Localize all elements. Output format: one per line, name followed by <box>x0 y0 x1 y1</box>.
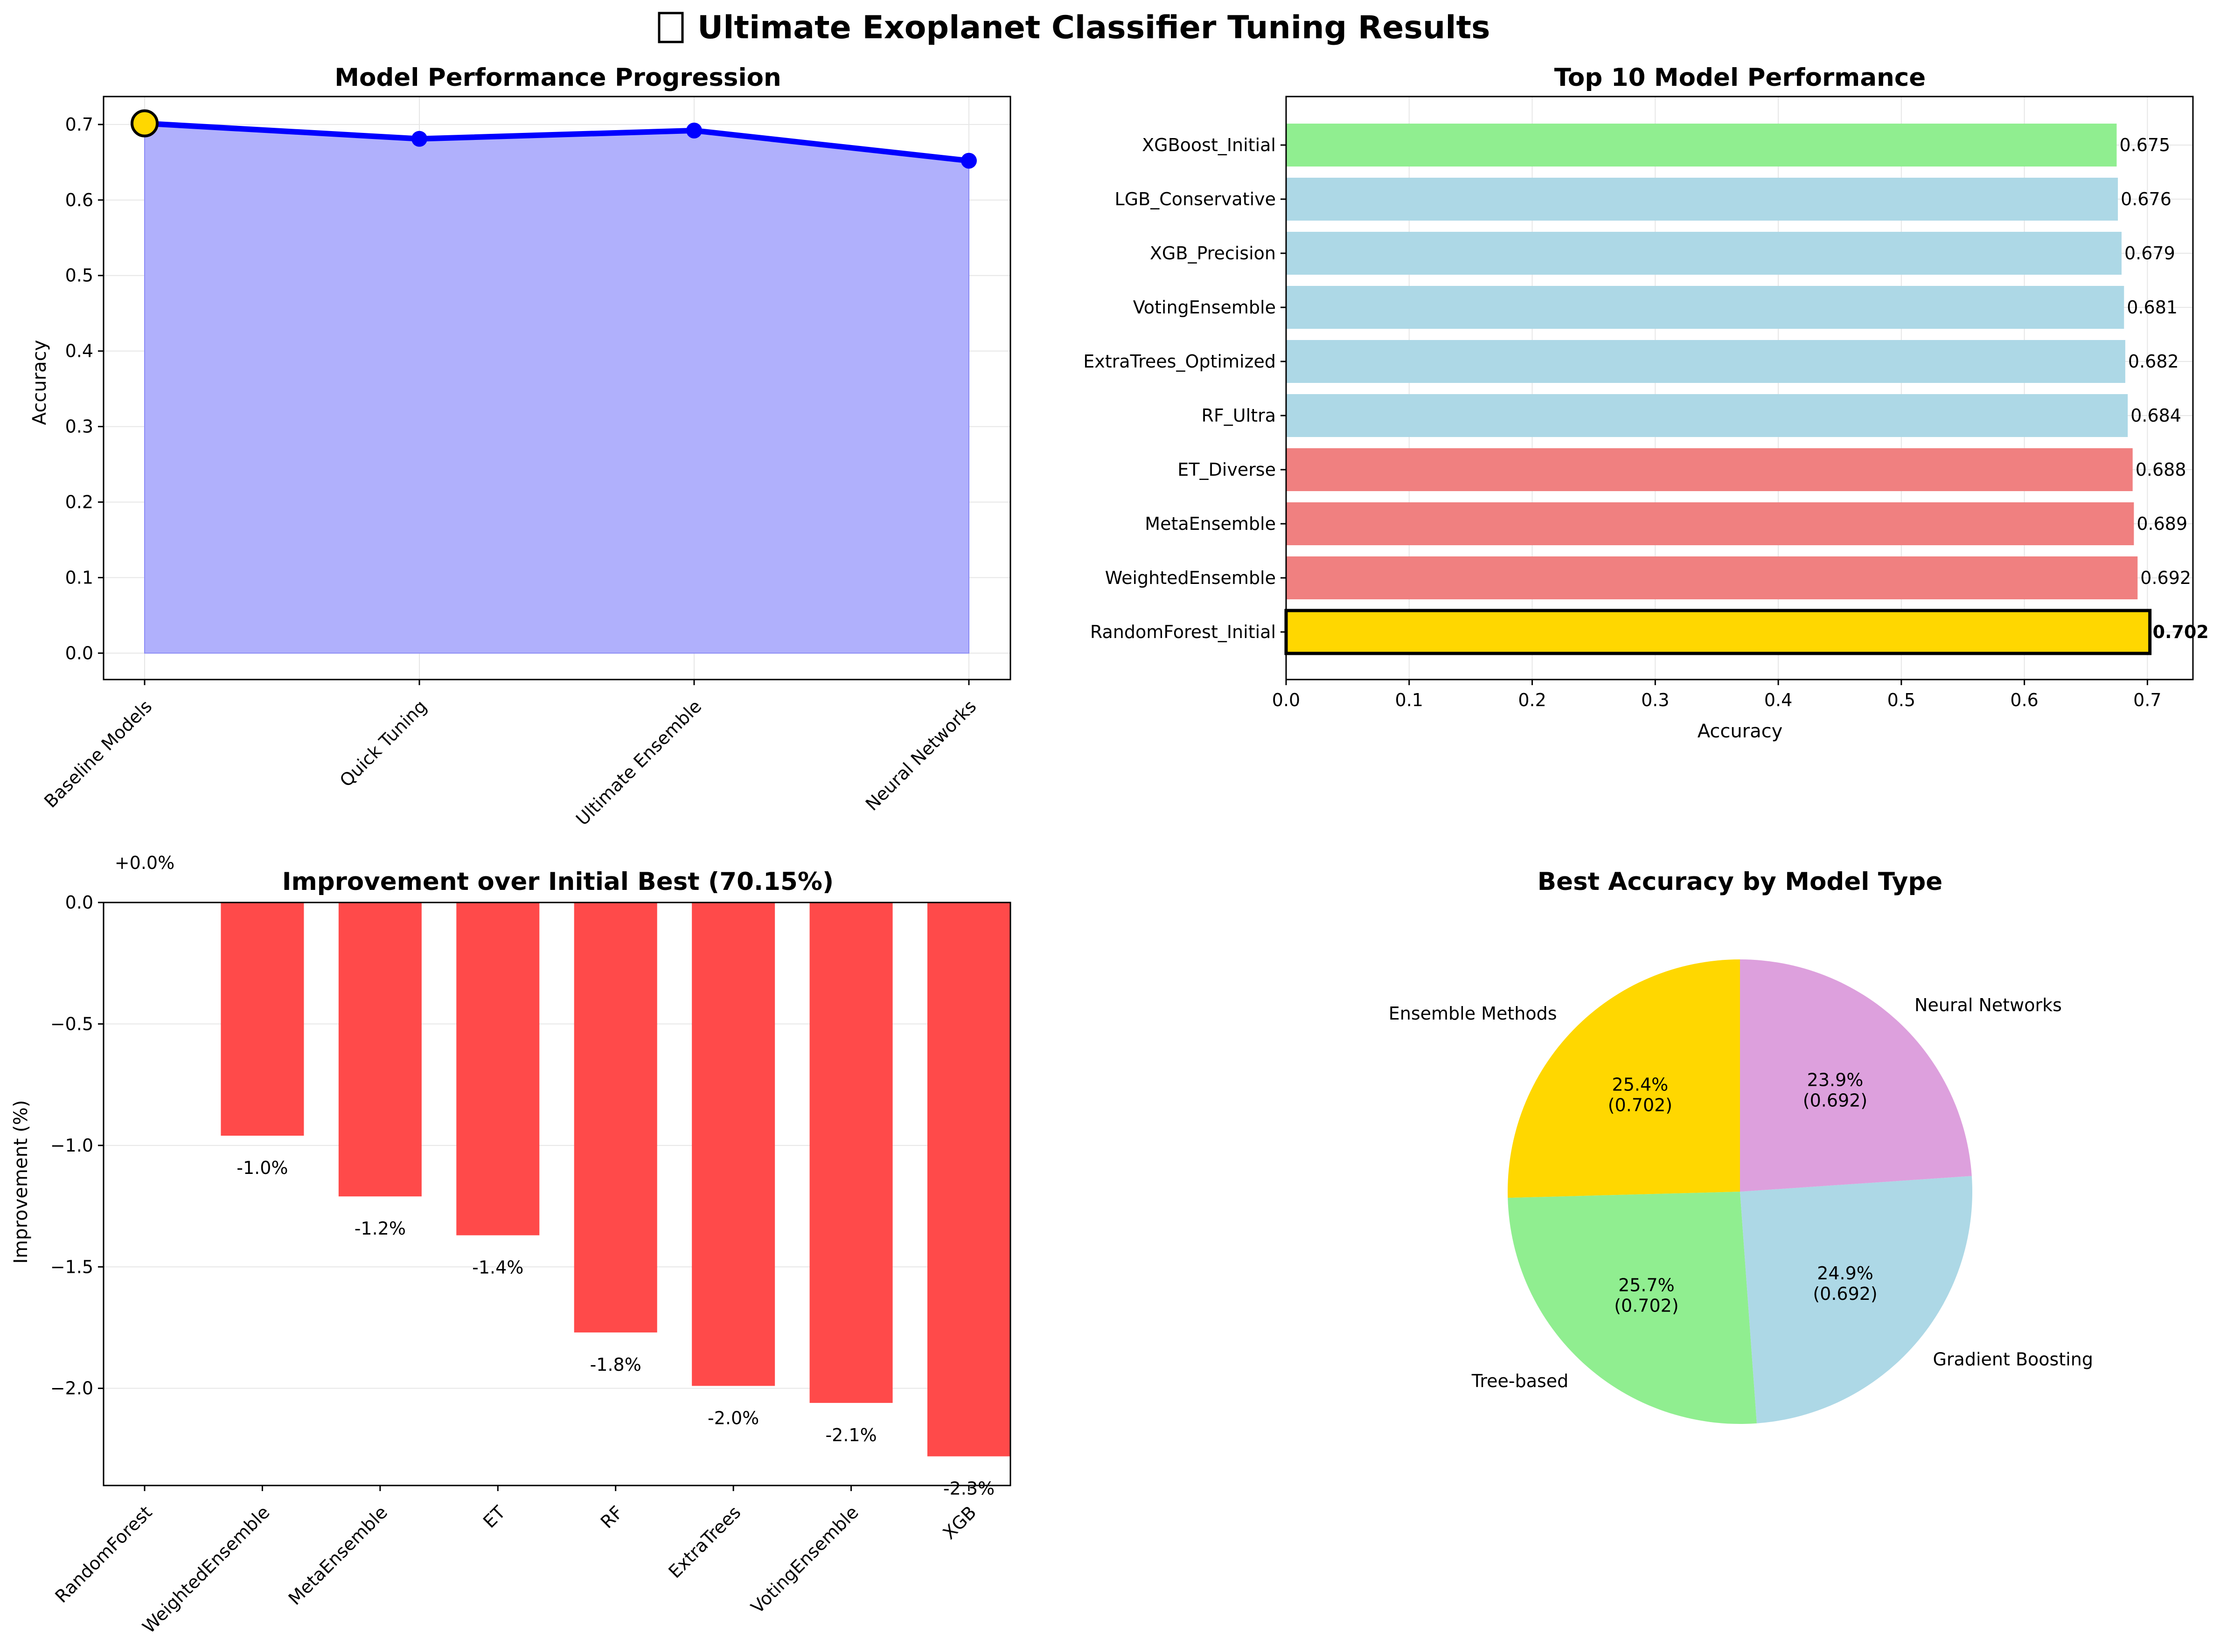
improvement-bar <box>692 902 775 1386</box>
figure-title-text: Ultimate Exoplanet Classifier Tuning Res… <box>697 9 1490 46</box>
pie-category-label: Ensemble Methods <box>1389 1003 1557 1024</box>
progression-point <box>961 153 977 169</box>
improvement-value-label: -1.2% <box>355 1218 406 1239</box>
improvement-ytick-label: −1.0 <box>50 1135 93 1156</box>
pie-title: Best Accuracy by Model Type <box>1538 868 1942 896</box>
top10-value-label: 0.675 <box>2119 135 2170 155</box>
top10-value-label: 0.682 <box>2128 351 2179 372</box>
top10-title: Top 10 Model Performance <box>1554 63 1926 92</box>
progression-fill-area <box>145 123 969 653</box>
progression-ytick-label: 0.4 <box>65 341 93 361</box>
pie-pct-label: 25.4% (0.702) <box>1608 1075 1672 1116</box>
top10-bar-best <box>1286 611 2150 653</box>
top10-value-label: 0.681 <box>2127 297 2178 318</box>
top10-ytick-label: ExtraTrees_Optimized <box>1083 351 1276 372</box>
top10-value-label: 0.676 <box>2121 189 2171 209</box>
improvement-bar <box>810 902 893 1403</box>
top10-xtick-label: 0.5 <box>1887 690 1915 710</box>
improvement-ylabel: Improvement (%) <box>10 1100 32 1263</box>
top10-value-label: 0.692 <box>2140 568 2191 588</box>
top10-bar <box>1286 502 2134 545</box>
improvement-ytick-label: 0.0 <box>65 892 93 913</box>
top10-xtick-label: 0.2 <box>1518 690 1546 710</box>
top10-value-label: 0.689 <box>2136 514 2187 534</box>
improvement-bar <box>927 902 1010 1457</box>
improvement-bar <box>456 902 539 1236</box>
top10-ytick-label: MetaEnsemble <box>1145 514 1276 534</box>
progression-ytick-label: 0.5 <box>65 265 93 286</box>
improvement-title: Improvement over Initial Best (70.15%) <box>282 868 834 896</box>
progression-ytick-label: 0.1 <box>65 567 93 588</box>
top10-bar <box>1286 178 2118 221</box>
top10-bar <box>1286 340 2125 383</box>
improvement-bar <box>339 902 422 1196</box>
pie-category-label: Gradient Boosting <box>1933 1349 2093 1369</box>
progression-point <box>686 123 702 139</box>
top10-bar <box>1286 556 2137 599</box>
top10-xtick-label: 0.4 <box>1764 690 1792 710</box>
top10-bar <box>1286 286 2124 329</box>
top10-ytick-label: RF_Ultra <box>1202 405 1276 426</box>
top10-xtick-label: 0.0 <box>1272 690 1300 710</box>
top10-value-label: 0.679 <box>2124 243 2175 264</box>
progression-ytick-label: 0.6 <box>65 190 93 210</box>
top10-ytick-label: XGB_Precision <box>1150 243 1276 264</box>
improvement-value-label: -2.0% <box>708 1408 759 1428</box>
top10-xtick-label: 0.1 <box>1395 690 1423 710</box>
progression-title: Model Performance Progression <box>334 63 781 92</box>
top10-ytick-label: ET_Diverse <box>1177 459 1276 480</box>
top10-value-label: 0.684 <box>2130 405 2181 426</box>
pie-pct-label: 23.9% (0.692) <box>1803 1070 1867 1111</box>
top10-ytick-label: XGBoost_Initial <box>1142 135 1276 155</box>
improvement-ytick-label: −0.5 <box>50 1013 93 1034</box>
progression-ytick-label: 0.2 <box>65 492 93 512</box>
top10-ytick-label: RandomForest_Initial <box>1090 622 1276 642</box>
figure-title: Ultimate Exoplanet Classifier Tuning Res… <box>659 9 1490 46</box>
progression-ytick-label: 0.0 <box>65 643 93 663</box>
top10-bar <box>1286 394 2128 437</box>
top10-value-label: 0.702 <box>2153 622 2209 642</box>
top10-xtick-label: 0.7 <box>2133 690 2161 710</box>
pie-category-label: Tree-based <box>1471 1371 1569 1391</box>
progression-ylabel: Accuracy <box>29 340 50 425</box>
top10-bar <box>1286 448 2133 491</box>
top10-xlabel: Accuracy <box>1698 721 1783 742</box>
progression-ytick-label: 0.7 <box>65 114 93 135</box>
top10-bar <box>1286 232 2122 275</box>
progression-area <box>145 123 969 653</box>
improvement-value-label: -1.8% <box>590 1354 641 1375</box>
pie-category-label: Neural Networks <box>1914 995 2062 1015</box>
improvement-value-label: -1.0% <box>237 1158 288 1178</box>
progression-best-point <box>132 111 157 136</box>
progression-ytick-label: 0.3 <box>65 416 93 437</box>
improvement-value-label: -2.1% <box>825 1425 877 1445</box>
improvement-value-label: +0.0% <box>115 853 174 873</box>
progression-point <box>411 131 427 147</box>
top10-xtick-label: 0.6 <box>2010 690 2038 710</box>
improvement-bar <box>574 902 657 1333</box>
improvement-value-label: -1.4% <box>472 1257 523 1278</box>
pie-pct-label: 24.9% (0.692) <box>1813 1263 1877 1304</box>
top10-ytick-label: VotingEnsemble <box>1133 297 1276 318</box>
top10-bar <box>1286 124 2116 167</box>
improvement-ytick-label: −1.5 <box>50 1256 93 1277</box>
pie-pct-label: 25.7% (0.702) <box>1614 1275 1678 1316</box>
improvement-ytick-label: −2.0 <box>50 1378 93 1399</box>
improvement-bar <box>221 902 304 1136</box>
top10-ytick-label: WeightedEnsemble <box>1105 568 1276 588</box>
top10-ytick-label: LGB_Conservative <box>1115 189 1276 209</box>
top10-value-label: 0.688 <box>2136 459 2186 480</box>
top10-xtick-label: 0.3 <box>1641 690 1669 710</box>
